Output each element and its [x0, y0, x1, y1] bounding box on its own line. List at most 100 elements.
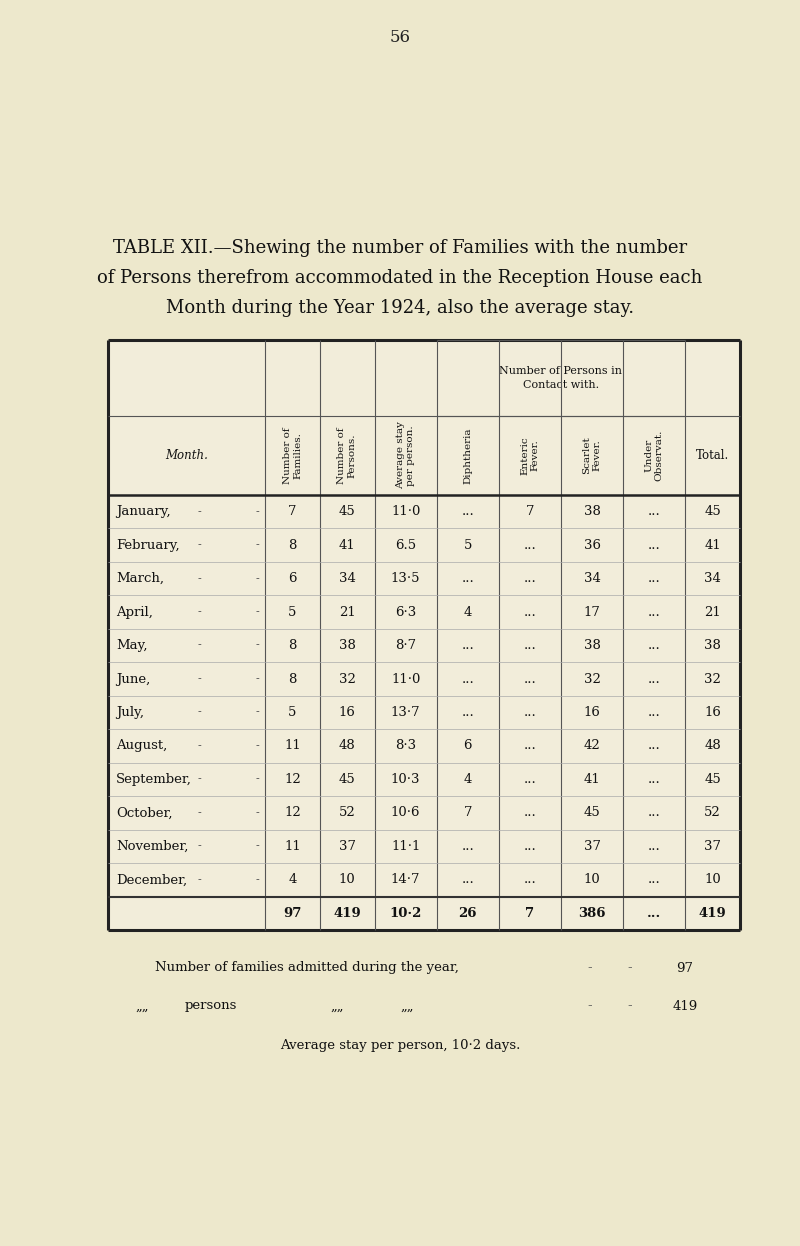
Text: -: -	[255, 807, 259, 817]
Text: 10·6: 10·6	[391, 806, 420, 820]
Text: 419: 419	[334, 907, 361, 920]
Text: -: -	[197, 607, 201, 617]
Text: 6.5: 6.5	[395, 538, 416, 552]
Text: 32: 32	[704, 673, 721, 685]
Text: Total.: Total.	[696, 449, 730, 462]
Text: ...: ...	[648, 606, 661, 618]
Text: 13·7: 13·7	[391, 706, 421, 719]
Text: 48: 48	[338, 739, 355, 753]
Text: ...: ...	[523, 706, 536, 719]
Text: Average stay
per person.: Average stay per person.	[396, 421, 415, 490]
Text: August,: August,	[116, 739, 167, 753]
Text: 6: 6	[463, 739, 472, 753]
Text: 8·3: 8·3	[395, 739, 416, 753]
Text: -: -	[197, 674, 201, 684]
Text: -: -	[255, 640, 259, 650]
Text: 97: 97	[283, 907, 302, 920]
Text: 11·1: 11·1	[391, 840, 420, 852]
Text: -: -	[197, 640, 201, 650]
Text: Diphtheria: Diphtheria	[463, 427, 472, 483]
Text: January,: January,	[116, 505, 170, 518]
Text: 5: 5	[288, 706, 297, 719]
Text: 8: 8	[288, 673, 297, 685]
Text: ...: ...	[462, 639, 474, 652]
Text: ...: ...	[648, 572, 661, 586]
Text: 45: 45	[338, 505, 355, 518]
Text: 52: 52	[704, 806, 721, 820]
Text: -: -	[197, 775, 201, 785]
Text: 12: 12	[284, 806, 301, 820]
Text: 16: 16	[583, 706, 601, 719]
Text: ...: ...	[648, 673, 661, 685]
Text: -: -	[255, 507, 259, 517]
Text: 34: 34	[583, 572, 601, 586]
Text: 10·3: 10·3	[391, 773, 420, 786]
Text: -: -	[255, 674, 259, 684]
Text: 38: 38	[704, 639, 721, 652]
Text: ...: ...	[647, 907, 662, 920]
Text: 45: 45	[704, 773, 721, 786]
Text: ...: ...	[523, 739, 536, 753]
Text: 45: 45	[584, 806, 600, 820]
Text: 38: 38	[583, 505, 601, 518]
Text: ...: ...	[523, 639, 536, 652]
Text: „„: „„	[400, 999, 414, 1013]
Text: ...: ...	[523, 572, 536, 586]
Text: ...: ...	[648, 505, 661, 518]
Text: -: -	[197, 541, 201, 551]
Text: ...: ...	[523, 673, 536, 685]
Text: ...: ...	[523, 773, 536, 786]
Text: 38: 38	[338, 639, 356, 652]
Text: April,: April,	[116, 606, 153, 618]
Text: ...: ...	[648, 706, 661, 719]
Text: 419: 419	[672, 999, 698, 1013]
Text: 11: 11	[284, 840, 301, 852]
Text: -: -	[197, 741, 201, 751]
Text: 36: 36	[583, 538, 601, 552]
Text: -: -	[255, 607, 259, 617]
Text: 16: 16	[704, 706, 721, 719]
Text: -: -	[255, 741, 259, 751]
Text: 7: 7	[526, 505, 534, 518]
Text: Average stay per person, 10·2 days.: Average stay per person, 10·2 days.	[280, 1039, 520, 1053]
Text: ...: ...	[462, 873, 474, 886]
Text: 7: 7	[526, 907, 534, 920]
Text: ...: ...	[648, 806, 661, 820]
Text: -: -	[197, 875, 201, 885]
Text: March,: March,	[116, 572, 164, 586]
Text: ...: ...	[523, 840, 536, 852]
Text: -: -	[197, 573, 201, 583]
Text: 48: 48	[704, 739, 721, 753]
Text: Month.: Month.	[165, 449, 208, 462]
Text: 386: 386	[578, 907, 606, 920]
Text: 37: 37	[704, 840, 721, 852]
Text: 97: 97	[677, 962, 694, 974]
Text: 6: 6	[288, 572, 297, 586]
Text: June,: June,	[116, 673, 150, 685]
Text: 41: 41	[338, 538, 355, 552]
Text: 13·5: 13·5	[391, 572, 420, 586]
Text: 11·0: 11·0	[391, 505, 420, 518]
Text: September,: September,	[116, 773, 192, 786]
Text: Number of families admitted during the year,: Number of families admitted during the y…	[155, 962, 459, 974]
Text: -: -	[255, 875, 259, 885]
Text: ...: ...	[523, 806, 536, 820]
Text: ...: ...	[462, 572, 474, 586]
Text: 37: 37	[338, 840, 356, 852]
Text: 32: 32	[338, 673, 356, 685]
Text: Enteric
Fever.: Enteric Fever.	[520, 436, 539, 475]
Text: -: -	[255, 775, 259, 785]
Text: persons: persons	[185, 999, 238, 1013]
Text: ...: ...	[648, 840, 661, 852]
Text: 6·3: 6·3	[395, 606, 416, 618]
Text: 8: 8	[288, 538, 297, 552]
Bar	[108, 340, 740, 930]
Text: „„: „„	[330, 999, 343, 1013]
Text: 45: 45	[704, 505, 721, 518]
Text: 4: 4	[463, 773, 472, 786]
Text: 12: 12	[284, 773, 301, 786]
Text: TABLE XII.—Shewing the number of Families with the number: TABLE XII.—Shewing the number of Familie…	[113, 239, 687, 257]
Text: ...: ...	[462, 840, 474, 852]
Text: -: -	[588, 999, 592, 1013]
Text: November,: November,	[116, 840, 188, 852]
